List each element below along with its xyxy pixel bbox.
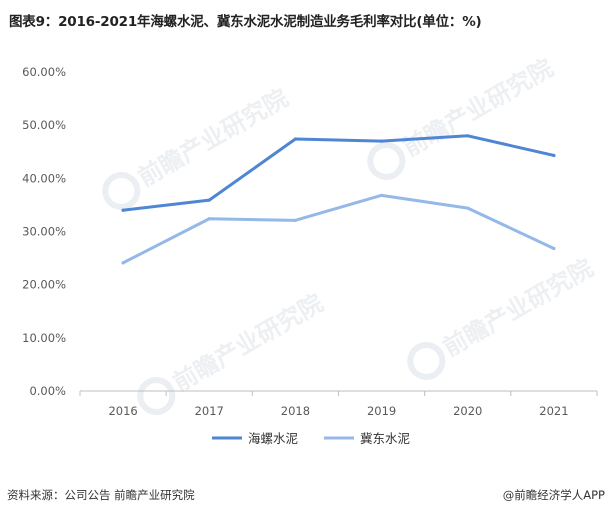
data-point [379,193,384,197]
watermark: 前瞻产业研究院 [407,254,598,380]
svg-text:前瞻产业研究院: 前瞻产业研究院 [398,54,557,162]
watermark: 前瞻产业研究院 [367,54,558,180]
data-point [293,137,298,141]
y-tick-label: 0.00% [29,384,66,398]
data-point [552,153,556,158]
y-tick-label: 20.00% [22,278,66,292]
data-point [379,139,384,143]
x-tick-label: 2019 [367,404,396,418]
brand-credit: @前瞻经济学人APP [502,488,605,502]
y-tick-label: 40.00% [22,171,66,185]
data-point [293,218,298,222]
svg-text:前瞻产业研究院: 前瞻产业研究院 [438,254,597,362]
series-layer [121,134,556,265]
x-axis-ticks: 2016 2017 2018 2019 2020 2021 [79,391,598,418]
y-tick-label: 50.00% [22,118,66,132]
chart-title: 图表9：2016-2021年海螺水泥、冀东水泥水泥制造业务毛利率对比(单位：%) [9,14,482,30]
y-axis-ticks: 0.00% 10.00% 20.00% 30.00% 40.00% 50.00% 60.00… [22,65,66,398]
data-point [552,246,556,251]
data-point [121,261,125,265]
data-point [466,134,470,138]
svg-text:前瞻产业研究院: 前瞻产业研究院 [168,289,327,397]
legend-label: 冀东水泥 [360,431,410,446]
data-point [207,198,211,202]
source-note: 资料来源：公司公告 前瞻产业研究院 [7,488,195,502]
x-tick-label: 2020 [453,404,482,418]
data-point [466,206,470,210]
x-tick-label: 2021 [539,404,568,418]
x-tick-label: 2018 [281,404,310,418]
x-tick-label: 2016 [108,404,137,418]
legend-label: 海螺水泥 [248,431,298,446]
svg-text:前瞻产业研究院: 前瞻产业研究院 [133,84,292,192]
series-line [121,134,556,212]
watermark: 前瞻产业研究院 [137,289,328,415]
data-point [207,217,211,221]
y-tick-label: 30.00% [22,225,66,239]
legend: 海螺水泥 冀东水泥 [212,431,410,446]
watermark: 前瞻产业研究院 [102,84,293,210]
y-tick-label: 10.00% [22,331,66,345]
x-tick-label: 2017 [195,404,224,418]
data-point [121,208,125,212]
y-tick-label: 60.00% [22,65,66,79]
series-line [121,193,556,265]
